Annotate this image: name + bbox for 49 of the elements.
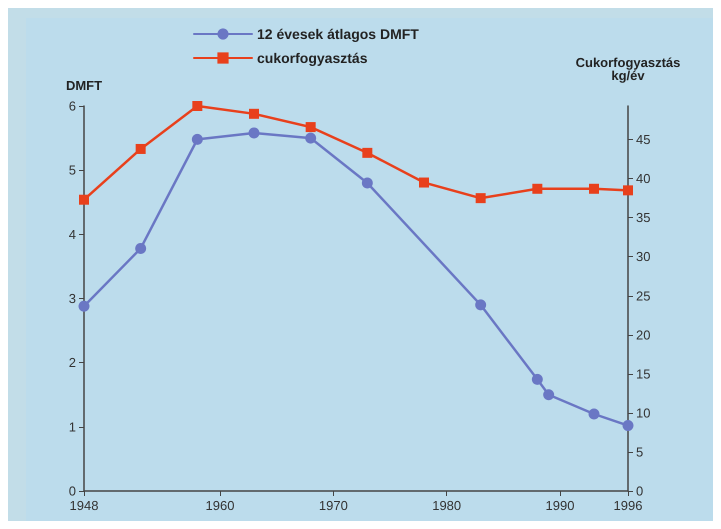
y2-tick-label: 25: [636, 288, 650, 304]
point: [79, 194, 89, 205]
legend-label: cukorfogyasztás: [257, 50, 368, 66]
legend-label: 12 évesek átlagos DMFT: [257, 26, 420, 42]
y2-tick-label: 20: [636, 327, 650, 342]
point: [362, 148, 372, 158]
point: [543, 389, 554, 400]
x-tick-label: 1996: [614, 498, 642, 513]
point: [623, 185, 633, 196]
y-tick-label: 2: [68, 355, 76, 370]
point: [135, 242, 146, 254]
point: [419, 178, 429, 188]
y2-tick-label: 5: [636, 444, 644, 460]
x-tick-label: 1990: [546, 498, 574, 513]
x-tick-label: 1948: [70, 498, 98, 513]
x-tick-label: 1980: [432, 498, 462, 513]
y2-axis-title: Cukorfogyasztás kg/év: [576, 55, 680, 83]
y-tick-label: 3: [68, 291, 76, 306]
y2-tick-label: 15: [636, 366, 650, 382]
point: [248, 127, 260, 138]
y2-tick-label: 40: [636, 171, 650, 186]
y2-tick-label: 10: [636, 405, 650, 420]
point: [475, 299, 486, 310]
point: [306, 122, 316, 132]
point: [622, 420, 634, 432]
y-tick-label: 1: [68, 419, 76, 434]
point: [589, 184, 599, 194]
y-axis-title: DMFT: [66, 78, 102, 93]
point: [305, 132, 316, 144]
y-tick-label: 4: [68, 226, 76, 242]
point: [136, 144, 146, 154]
x-tick-label: 1960: [206, 498, 234, 513]
point: [192, 101, 202, 111]
y-tick-label: 0: [68, 484, 76, 498]
point: [192, 134, 203, 145]
point: [249, 108, 259, 119]
point: [476, 193, 486, 204]
point: [532, 374, 543, 385]
point: [362, 178, 373, 188]
y-tick-label: 6: [68, 98, 76, 114]
x-tick-label: 1970: [318, 498, 348, 513]
point: [532, 184, 542, 194]
y2-tick-label: 30: [636, 249, 650, 264]
y-tick-label: 5: [68, 162, 76, 178]
point: [588, 408, 600, 420]
y2-tick-label: 45: [636, 132, 650, 148]
y2-tick-label: 35: [636, 210, 650, 226]
y2-tick-label: 0: [636, 484, 644, 498]
point: [78, 300, 90, 312]
